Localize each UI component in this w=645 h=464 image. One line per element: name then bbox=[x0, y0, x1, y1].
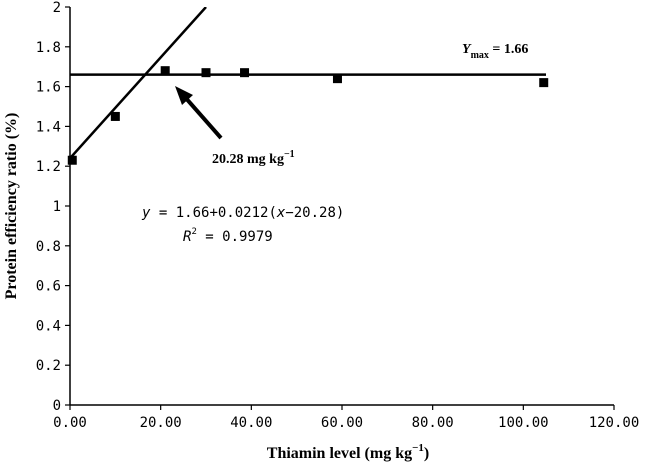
data-point bbox=[110, 111, 120, 121]
arrow-shaft bbox=[182, 94, 223, 140]
x-tick-label: 0.00 bbox=[53, 415, 87, 431]
x-tick-label: 120.00 bbox=[589, 415, 640, 431]
r-squared: R2 = 0.9979 bbox=[183, 227, 273, 245]
tick-labels: 00.20.40.60.811.21.41.61.820.00 20.00 40.0… bbox=[36, 0, 640, 431]
x-tick-label: 100.00 bbox=[498, 415, 549, 431]
x-tick-label: 60.00 bbox=[321, 415, 363, 431]
plot-area bbox=[65, 6, 615, 410]
y-tick-label: 0.4 bbox=[36, 318, 61, 334]
x-tick-label: 80.00 bbox=[412, 415, 454, 431]
y-tick-label: 0.6 bbox=[36, 279, 61, 295]
data-point bbox=[240, 68, 250, 78]
x-tick-label: 40.00 bbox=[230, 415, 272, 431]
data-point bbox=[160, 66, 170, 76]
y-tick-label: 1.8 bbox=[36, 40, 61, 56]
data-point bbox=[201, 68, 211, 78]
x-axis-label: Thiamin level (mg kg−1) bbox=[267, 442, 429, 462]
y-tick-label: 0.8 bbox=[36, 239, 61, 255]
arrow-head bbox=[175, 86, 193, 105]
data-point bbox=[67, 155, 77, 165]
y-tick-label: 1.2 bbox=[36, 159, 61, 175]
breakpoint-annotation: 20.28 mg kg−1 bbox=[212, 149, 295, 167]
y-tick-label: 0 bbox=[53, 398, 61, 414]
x-tick-label: 20.00 bbox=[140, 415, 182, 431]
y-tick-label: 1 bbox=[53, 199, 61, 215]
y-tick-label: 2 bbox=[53, 0, 61, 16]
data-point bbox=[332, 74, 342, 84]
ymax-annotation: Ymax = 1.66 bbox=[462, 42, 528, 61]
regression-line bbox=[70, 7, 207, 160]
y-tick-label: 1.6 bbox=[36, 80, 61, 96]
y-tick-label: 0.2 bbox=[36, 358, 61, 374]
y-axis-label: Protein efficiency ratio (%) bbox=[3, 113, 20, 300]
data-point bbox=[539, 78, 549, 88]
regression-equation: y = 1.66+0.0212(x−20.28) bbox=[141, 205, 344, 221]
y-tick-label: 1.4 bbox=[36, 119, 61, 135]
